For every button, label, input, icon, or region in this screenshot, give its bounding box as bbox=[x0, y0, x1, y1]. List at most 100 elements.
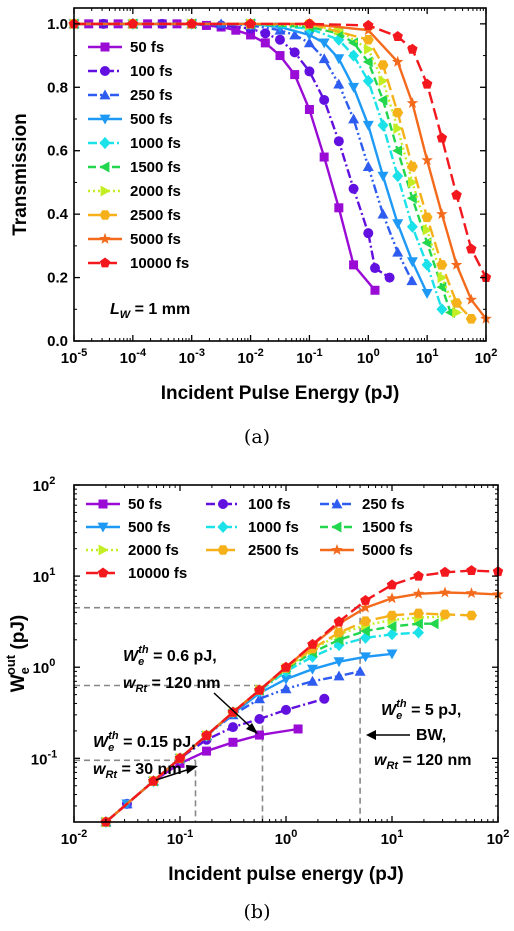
data-point bbox=[231, 25, 241, 35]
data-point bbox=[333, 78, 345, 89]
data-point bbox=[318, 53, 330, 64]
data-point bbox=[260, 28, 271, 39]
y-tick-label: 0.4 bbox=[47, 206, 69, 223]
data-point bbox=[413, 626, 424, 639]
legend-label: 50 fs bbox=[130, 39, 164, 56]
data-point bbox=[466, 243, 477, 254]
legend-marker bbox=[97, 567, 109, 578]
x-tick-label: 10-2 bbox=[237, 347, 263, 367]
annotation-line: wRt = 120 nm bbox=[123, 675, 220, 695]
data-point bbox=[260, 38, 270, 48]
x-axis-label: Incident pulse energy (pJ) bbox=[168, 864, 403, 885]
legend-entry: 50 fs bbox=[88, 39, 164, 56]
data-point bbox=[406, 220, 418, 233]
annotation-line: Weth = 0.6 pJ, bbox=[123, 644, 217, 668]
legend-label: 5000 fs bbox=[130, 231, 181, 248]
legend-entry: 1500 fs bbox=[320, 519, 413, 536]
x-tick-label: 102 bbox=[487, 828, 510, 848]
data-point bbox=[333, 54, 345, 65]
data-point bbox=[421, 212, 433, 223]
arrow-head bbox=[186, 765, 198, 774]
data-point bbox=[392, 170, 404, 183]
data-point bbox=[359, 601, 372, 613]
legend-entry: 1000 fs bbox=[88, 135, 181, 152]
data-point bbox=[304, 66, 315, 77]
arrow-head bbox=[366, 730, 376, 740]
x-tick-label: 10-4 bbox=[120, 347, 147, 367]
data-point bbox=[360, 631, 371, 644]
data-point bbox=[319, 94, 330, 105]
legend-label: 50 fs bbox=[128, 496, 162, 513]
data-point bbox=[245, 18, 256, 29]
data-point bbox=[391, 55, 404, 67]
data-point bbox=[275, 51, 285, 61]
x-tick-label: 10-1 bbox=[296, 347, 322, 367]
chart-a: 10-5 10-4 10-3 10-2 10-1 100 101 102 0.0 0.2 0.4 0.… bbox=[10, 7, 498, 448]
arrow-head bbox=[246, 723, 258, 734]
series-10000-fs bbox=[100, 565, 504, 827]
legend-entry: 2000 fs bbox=[86, 542, 179, 559]
data-point bbox=[436, 132, 448, 143]
legend-label: 1000 fs bbox=[248, 519, 299, 536]
series-2000-fs bbox=[69, 18, 463, 318]
data-point bbox=[465, 293, 477, 305]
legend-entry: 250 fs bbox=[88, 87, 173, 104]
x-tick-label: 10-1 bbox=[167, 828, 193, 848]
legend-label: 250 fs bbox=[130, 87, 173, 104]
data-point bbox=[318, 38, 330, 49]
x-tick-label: 100 bbox=[275, 828, 298, 848]
data-point bbox=[406, 97, 419, 108]
data-point bbox=[333, 639, 345, 652]
y-axis-label: Weout (pJ) bbox=[3, 615, 32, 693]
data-point bbox=[421, 289, 433, 299]
series-100-fs bbox=[69, 18, 395, 283]
y-tick-label: 10-1 bbox=[31, 748, 57, 768]
data-point bbox=[386, 610, 398, 621]
data-point bbox=[377, 60, 389, 70]
legend-label: 2000 fs bbox=[130, 183, 181, 200]
data-point bbox=[439, 586, 451, 598]
x-tick-label: 101 bbox=[381, 828, 404, 848]
x-tick-label: 10-2 bbox=[61, 828, 87, 848]
legend-marker bbox=[99, 257, 111, 268]
data-point bbox=[333, 616, 345, 627]
legend-entry: 100 fs bbox=[88, 63, 173, 80]
series-50-fs bbox=[69, 19, 380, 295]
data-point bbox=[452, 307, 463, 318]
data-point bbox=[348, 183, 359, 194]
legend-marker bbox=[98, 499, 108, 509]
data-point bbox=[254, 684, 265, 695]
x-tick-label: 102 bbox=[475, 347, 498, 367]
data-point bbox=[307, 664, 318, 675]
data-point bbox=[386, 579, 398, 590]
legend-marker bbox=[100, 185, 111, 197]
legend-label: 500 fs bbox=[128, 519, 171, 536]
y-axis-label: Transmission bbox=[10, 113, 31, 236]
data-point bbox=[319, 152, 329, 162]
caption-a: (a) bbox=[244, 426, 270, 448]
legend-entry: 2500 fs bbox=[206, 542, 299, 559]
annotation-line: wRt = 30 nm bbox=[93, 761, 182, 781]
legend-label: 2500 fs bbox=[248, 542, 299, 559]
legend-label: 1500 fs bbox=[362, 519, 413, 536]
data-point bbox=[362, 35, 374, 45]
data-point bbox=[290, 70, 300, 80]
data-point bbox=[392, 246, 404, 257]
data-point bbox=[406, 275, 418, 286]
legend-marker bbox=[218, 499, 228, 509]
annotation-5pj: Weth = 5 pJ, BW, wRt = 120 nm bbox=[366, 698, 471, 772]
data-point bbox=[246, 30, 256, 40]
data-point bbox=[386, 628, 398, 641]
series-500-fs bbox=[68, 19, 433, 299]
data-point bbox=[412, 587, 425, 599]
data-point bbox=[392, 145, 403, 157]
legend-marker bbox=[217, 521, 229, 533]
chart-b: 10-2 10-1 100 101 102 10-1 100 101 102 Incident p… bbox=[3, 475, 509, 923]
data-point bbox=[333, 670, 345, 681]
legend-marker bbox=[99, 210, 111, 220]
data-point bbox=[451, 189, 462, 200]
data-point bbox=[362, 74, 374, 87]
legend-entry: 50 fs bbox=[86, 496, 162, 513]
data-point bbox=[362, 161, 374, 171]
